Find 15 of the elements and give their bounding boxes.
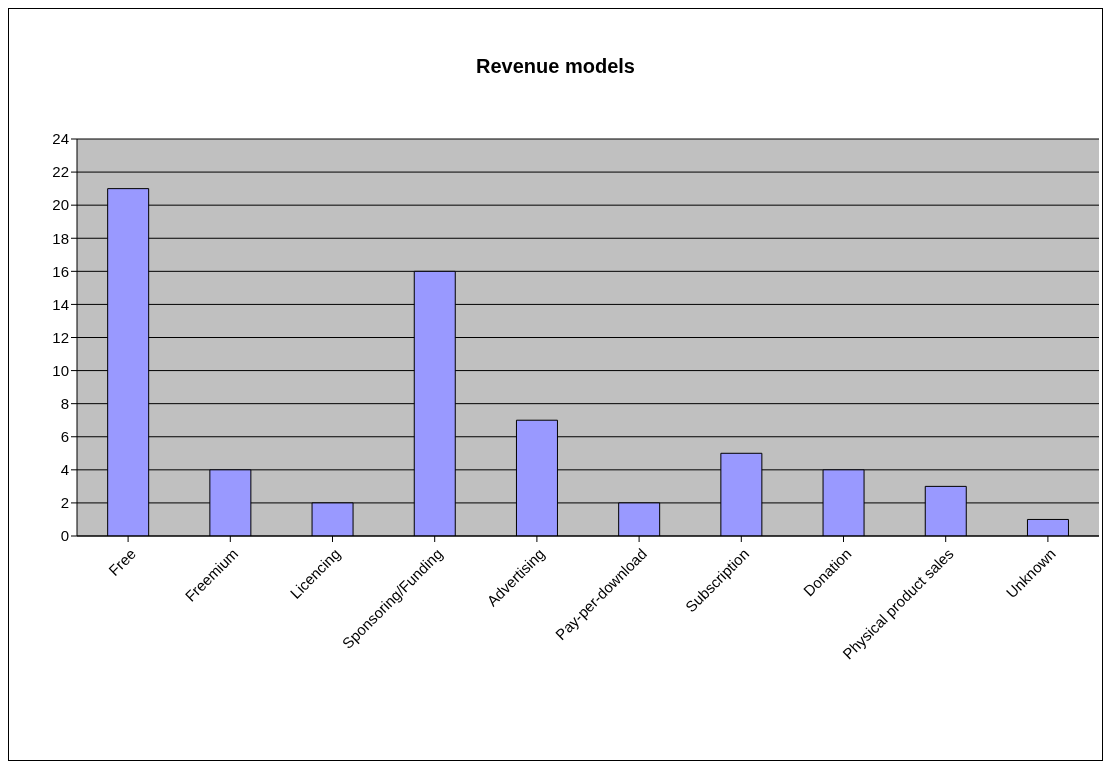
y-tick-label: 10 bbox=[52, 361, 69, 379]
chart-title: Revenue models bbox=[475, 55, 636, 78]
y-tick-label: 14 bbox=[52, 295, 69, 313]
y-tick-label: 18 bbox=[52, 229, 69, 247]
y-tick-label: 22 bbox=[52, 163, 69, 181]
x-tick-label: Free bbox=[105, 544, 140, 579]
y-tick-label: 4 bbox=[60, 461, 69, 479]
y-tick-label: 6 bbox=[60, 428, 69, 446]
y-tick-label: 2 bbox=[60, 494, 69, 512]
y-tick-label: 12 bbox=[52, 328, 69, 346]
y-tick-label: 20 bbox=[52, 196, 69, 214]
y-tick-label: 16 bbox=[52, 262, 69, 280]
y-tick-label: 0 bbox=[60, 527, 69, 545]
y-tick-label: 8 bbox=[60, 394, 69, 412]
y-tick-label: 24 bbox=[52, 130, 69, 148]
